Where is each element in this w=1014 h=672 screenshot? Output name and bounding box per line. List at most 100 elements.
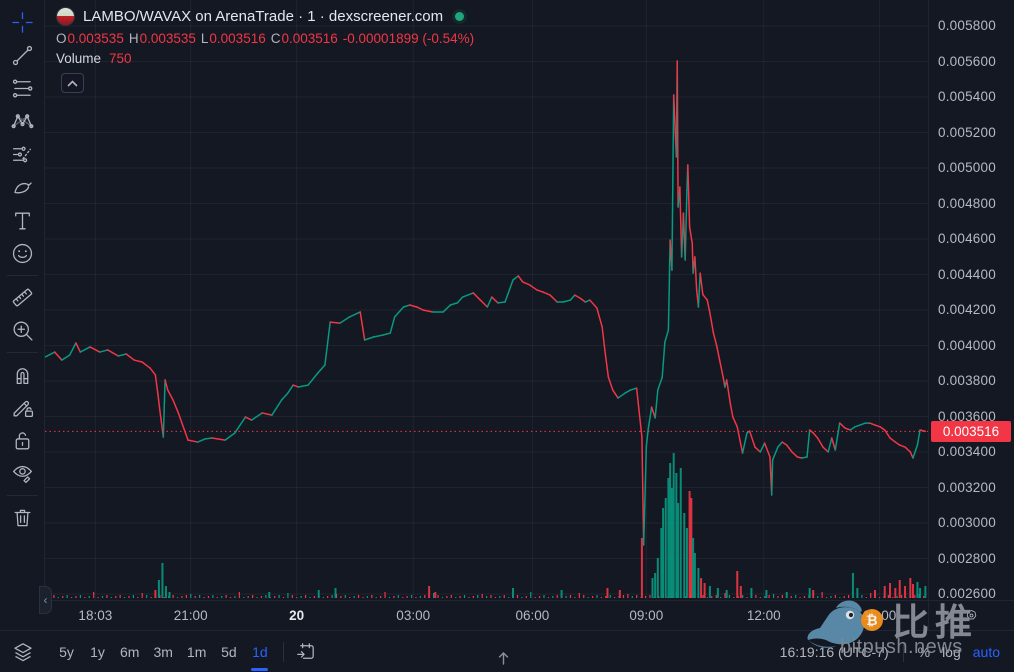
change-value: -0.00001899 (-0.54%) xyxy=(342,31,475,46)
tool-text-tool[interactable] xyxy=(5,204,39,237)
drawing-toolbar xyxy=(0,0,45,600)
tool-fib-retracement[interactable] xyxy=(5,72,39,105)
magnet-icon xyxy=(16,368,28,385)
price-axis-label: 0.003800 xyxy=(938,373,996,388)
time-axis-label: 15:00 xyxy=(862,608,897,623)
time-axis-label: 21:00 xyxy=(173,608,208,623)
tool-trend-line[interactable] xyxy=(5,39,39,72)
price-axis-label: 0.005600 xyxy=(938,53,996,69)
price-axis-label: 0.003600 xyxy=(938,408,996,424)
tool-magnet[interactable] xyxy=(5,358,39,391)
range-1m[interactable]: 1m xyxy=(186,643,207,660)
price-axis-label: 0.005200 xyxy=(938,124,996,140)
brush-icon xyxy=(13,182,32,194)
tool-measure[interactable] xyxy=(5,281,39,314)
lock-all-drawings-icon xyxy=(15,432,29,450)
clock[interactable]: 16:19:16 (UTC-7) xyxy=(779,643,889,660)
range-3m[interactable]: 3m xyxy=(153,643,173,660)
volume-row: Volume 750 xyxy=(56,51,474,66)
range-1y[interactable]: 1y xyxy=(90,643,105,660)
price-axis-label: 0.004000 xyxy=(938,337,996,353)
close-label: C xyxy=(270,31,281,46)
toolbar-divider xyxy=(902,641,904,662)
percent-scale-button[interactable]: % xyxy=(917,643,931,660)
gear-icon[interactable] xyxy=(963,607,980,624)
symbol-title: LAMBO/WAVAX on ArenaTrade · 1 · dexscree… xyxy=(83,7,444,25)
price-axis[interactable]: 0.003516 0.005800 0.005600 0.005400 0.00520… xyxy=(928,0,1014,601)
calendar-goto-icon xyxy=(297,643,315,659)
price-axis-label: 0.003000 xyxy=(938,515,996,530)
hide-all-drawings-icon xyxy=(12,465,32,484)
tool-zoom-in[interactable] xyxy=(5,314,39,347)
range-5y[interactable]: 5y xyxy=(59,643,74,660)
price-axis-label: 0.003200 xyxy=(938,479,996,495)
goto-date-button[interactable] xyxy=(294,640,317,663)
ohlc-row: O0.003535 H0.003535 L0.003516 C0.003516 … xyxy=(56,31,474,46)
range-5d[interactable]: 5d xyxy=(221,643,237,660)
time-axis-label: 12:00 xyxy=(746,608,781,623)
low-value: 0.003516 xyxy=(209,31,266,46)
layers-icon xyxy=(13,642,32,661)
range-6m[interactable]: 6m xyxy=(120,643,140,660)
connection-status-dot xyxy=(455,11,465,21)
measure-icon xyxy=(12,288,32,307)
high-label: H xyxy=(128,31,139,46)
tool-crosshair[interactable] xyxy=(5,6,39,39)
price-axis-label: 0.004800 xyxy=(938,195,996,211)
trend-line-icon xyxy=(12,45,32,66)
high-value: 0.003535 xyxy=(139,31,196,46)
timeframe-ranges: 5y 1y 6m 3m 1m 5d 1d xyxy=(53,639,273,671)
legend-collapse-button[interactable] xyxy=(61,73,84,93)
text-tool-icon xyxy=(14,212,30,230)
fib-retracement-icon xyxy=(12,79,32,98)
xabcd-pattern-icon xyxy=(11,114,33,129)
tool-brush[interactable] xyxy=(5,171,39,204)
chart-legend: LAMBO/WAVAX on ArenaTrade · 1 · dexscree… xyxy=(56,5,474,93)
auto-scale-button[interactable]: auto xyxy=(972,643,1000,660)
toolbar-divider xyxy=(283,641,285,662)
tool-lock-all-drawings[interactable] xyxy=(5,424,39,457)
toolbar-divider xyxy=(6,275,38,276)
axis-settings-corner xyxy=(928,600,1014,630)
time-axis[interactable]: 18:03 21:00 20 03:00 06:00 09:00 12:00 15:00 xyxy=(45,600,928,630)
price-axis-label: 0.002600 xyxy=(938,586,996,601)
toolbar-divider xyxy=(6,495,38,496)
tool-emoji[interactable] xyxy=(5,237,39,270)
tool-remove-drawings[interactable] xyxy=(5,501,39,534)
price-axis-label: 0.003400 xyxy=(938,444,996,459)
token-logo xyxy=(56,6,75,26)
forecast-icon xyxy=(12,146,31,163)
time-axis-label: 09:00 xyxy=(629,608,664,623)
zoom-in-icon xyxy=(13,321,33,341)
chart-plot-area[interactable] xyxy=(45,0,928,600)
toolbar-divider xyxy=(6,352,38,353)
close-value: 0.003516 xyxy=(281,31,338,46)
remove-drawings-icon xyxy=(14,509,30,527)
log-scale-button[interactable]: log xyxy=(942,643,961,660)
price-axis-label: 0.005800 xyxy=(938,18,996,33)
object-tree-button[interactable] xyxy=(0,640,45,664)
price-axis-label: 0.002800 xyxy=(938,550,996,566)
time-axis-label: 03:00 xyxy=(396,608,431,623)
bottom-toolbar-right: 16:19:16 (UTC-7) % log auto xyxy=(779,641,1014,662)
price-axis-label: 0.004200 xyxy=(938,302,996,317)
emoji-icon xyxy=(12,243,32,264)
price-axis-label: 0.005000 xyxy=(938,160,996,175)
tool-hide-all-drawings[interactable] xyxy=(5,457,39,490)
toolbar-collapse-tab[interactable]: ‹ xyxy=(39,586,52,614)
crosshair-icon xyxy=(11,12,33,33)
price-axis-label: 0.005400 xyxy=(938,89,996,104)
tool-forecast[interactable] xyxy=(5,138,39,171)
last-price-label: 0.003516 xyxy=(931,420,1011,442)
candlestick-chart[interactable] xyxy=(45,0,928,600)
drawing-edit-lock-icon xyxy=(13,400,33,418)
tool-xabcd-pattern[interactable] xyxy=(5,105,39,138)
time-axis-label: 18:03 xyxy=(78,608,113,623)
chevron-up-icon xyxy=(67,79,78,86)
range-1d[interactable]: 1d xyxy=(246,639,273,671)
tool-drawing-edit-lock[interactable] xyxy=(5,391,39,424)
price-axis-label: 0.004400 xyxy=(938,266,996,282)
price-axis-label: 0.004600 xyxy=(938,231,996,246)
symbol-title-row[interactable]: LAMBO/WAVAX on ArenaTrade · 1 · dexscree… xyxy=(56,5,474,27)
